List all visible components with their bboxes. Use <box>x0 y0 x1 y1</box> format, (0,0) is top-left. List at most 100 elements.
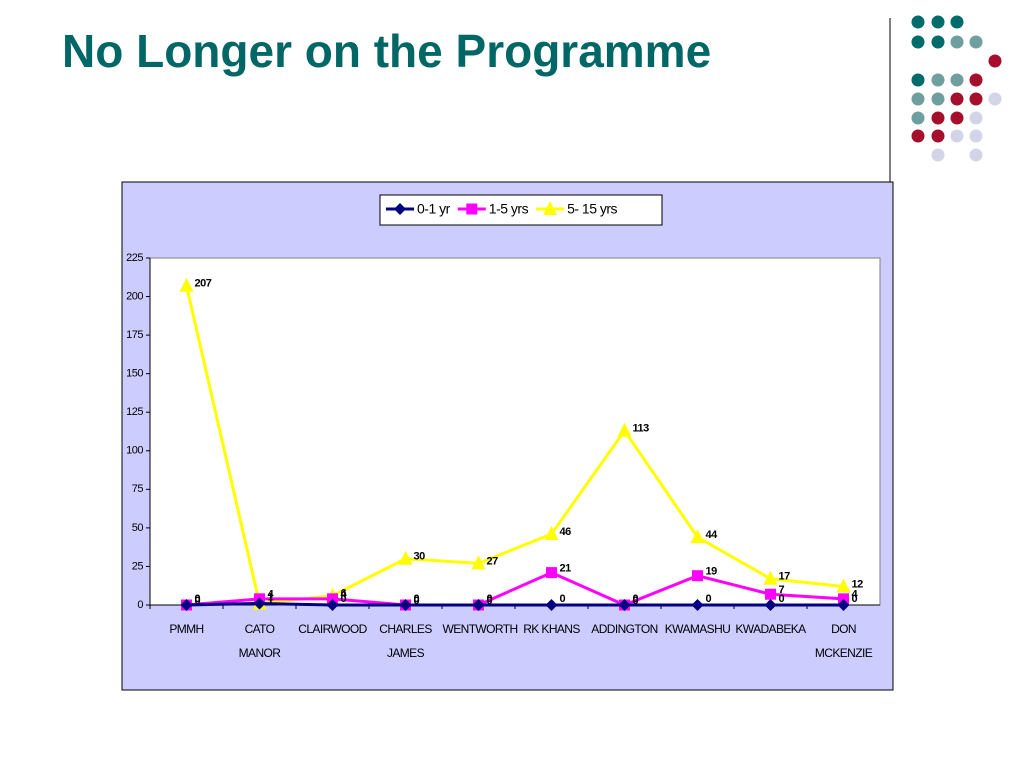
y-tick-label: 200 <box>126 290 143 302</box>
series-line <box>186 601 844 607</box>
data-label: 0 <box>195 595 201 607</box>
plot-area <box>149 257 881 606</box>
dot <box>969 92 983 106</box>
dot <box>969 111 983 125</box>
marker <box>471 555 486 570</box>
legend-label: 0-1 yr <box>417 201 451 217</box>
marker <box>836 578 851 593</box>
dot <box>931 73 945 87</box>
marker <box>690 529 705 544</box>
marker <box>691 599 704 611</box>
marker <box>617 422 632 437</box>
dot <box>950 35 964 49</box>
dot <box>950 73 964 87</box>
x-tick-label: WENTWORTH <box>442 622 519 636</box>
marker <box>765 588 776 600</box>
marker <box>618 599 631 611</box>
marker <box>399 599 412 611</box>
legend-label: 5- 15 yrs <box>567 201 617 217</box>
marker <box>545 599 558 611</box>
marker <box>394 203 406 215</box>
x-tick-label: DON MCKENZIE <box>814 622 873 660</box>
dot <box>988 54 1002 68</box>
data-label: 19 <box>706 566 718 578</box>
dot <box>950 92 964 106</box>
data-label: 4 <box>852 589 859 601</box>
data-label: 17 <box>779 571 791 583</box>
data-label: 0 <box>487 595 493 607</box>
dot <box>950 129 964 143</box>
series-line <box>186 570 844 607</box>
dot <box>911 111 925 125</box>
data-label: 0 <box>779 593 785 605</box>
marker <box>543 201 558 215</box>
dot <box>911 129 925 143</box>
marker <box>466 203 478 215</box>
x-tick-label: ADDINGTON <box>591 622 658 636</box>
data-label: 30 <box>414 551 426 563</box>
x-tick-label: CATO MANOR <box>238 622 281 660</box>
y-tick-label: 175 <box>126 329 143 341</box>
data-label: 1 <box>268 595 274 607</box>
dot <box>931 15 945 29</box>
dot <box>931 92 945 106</box>
dot <box>950 111 964 125</box>
data-label: 12 <box>852 578 864 590</box>
x-tick-label: KWAMASHU <box>664 622 731 636</box>
marker <box>326 599 339 611</box>
dot <box>969 129 983 143</box>
data-label: 6 <box>341 588 347 600</box>
x-tick-label: PMMH <box>169 622 204 636</box>
dot <box>931 129 945 143</box>
dot <box>950 15 964 29</box>
marker <box>544 526 559 541</box>
data-label: 0 <box>633 593 639 605</box>
marker <box>398 550 413 565</box>
dot <box>911 15 925 29</box>
data-label: 0 <box>195 593 201 605</box>
y-tick-label: 150 <box>126 368 143 380</box>
data-label: 0 <box>706 593 712 605</box>
x-tick-label: CHARLES JAMES <box>379 622 432 660</box>
data-label: 21 <box>560 563 572 575</box>
marker <box>180 599 193 611</box>
y-tick-label: 75 <box>132 483 144 495</box>
data-label: 0 <box>414 595 420 607</box>
marker <box>764 599 777 611</box>
dot <box>969 148 983 162</box>
decoration <box>911 15 1002 162</box>
data-label: 113 <box>633 423 650 435</box>
marker <box>179 277 194 292</box>
y-tick-label: 225 <box>126 252 143 264</box>
dot <box>931 35 945 49</box>
y-tick-label: 25 <box>132 560 144 572</box>
dot <box>969 35 983 49</box>
data-label: 27 <box>487 555 499 567</box>
marker <box>546 567 557 579</box>
data-label: 0 <box>341 593 347 605</box>
marker <box>837 599 850 611</box>
marker <box>472 599 485 611</box>
data-label: 1 <box>268 591 274 603</box>
y-tick-label: 50 <box>132 522 144 534</box>
legend-label: 1-5 yrs <box>489 201 529 217</box>
x-tick-label: RK KHANS <box>523 622 580 636</box>
data-label: 0 <box>560 593 566 605</box>
data-label: 0 <box>414 593 420 605</box>
data-label: 0 <box>633 595 639 607</box>
dot <box>911 92 925 106</box>
dot <box>988 92 1002 106</box>
legend <box>379 194 663 226</box>
data-label: 0 <box>487 593 493 605</box>
dot <box>931 111 945 125</box>
dot <box>931 148 945 162</box>
data-label: 46 <box>560 526 572 538</box>
data-label: 0 <box>852 593 858 605</box>
marker <box>692 570 703 582</box>
dot <box>911 35 925 49</box>
slide-title: No Longer on the Programme <box>62 25 712 77</box>
marker <box>327 593 338 605</box>
x-tick-label: CLAIRWOOD <box>298 622 367 636</box>
marker <box>838 593 849 605</box>
